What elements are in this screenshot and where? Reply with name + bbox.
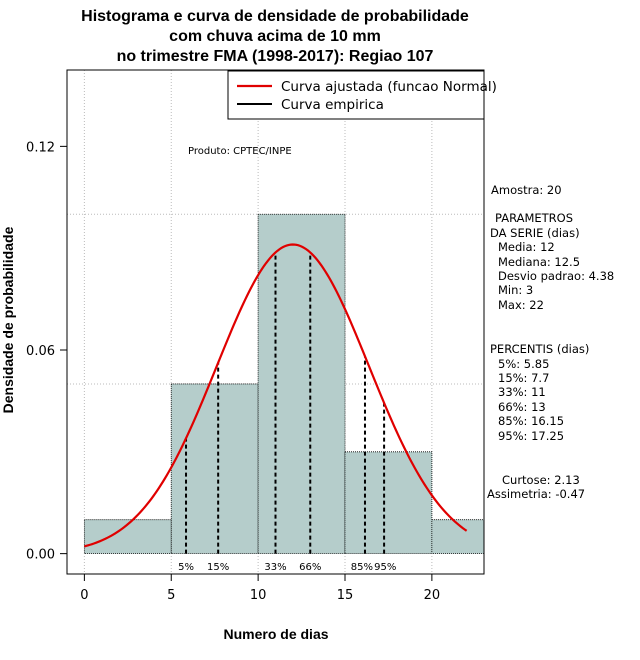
- x-tick-label-5: 5: [167, 588, 175, 603]
- stat-max: Max: 22: [498, 298, 544, 312]
- percentile-label-3: 66%: [299, 562, 321, 573]
- y-tick-label-0: 0.00: [26, 548, 55, 563]
- stat-media: Media: 12: [498, 240, 555, 254]
- chart-title-line-1: Histograma e curva de densidade de proba…: [81, 8, 469, 25]
- stat-assimetria: Assimetria: -0.47: [487, 487, 585, 501]
- percentile-label-5: 95%: [374, 562, 396, 573]
- x-tick-label-20: 20: [424, 588, 441, 603]
- y-axis-label: Densidade de probabilidade: [0, 226, 16, 413]
- legend-label-empirical: Curva empirica: [281, 97, 384, 113]
- stat-param-title-1: PARAMETROS: [495, 211, 573, 225]
- x-tick-label-15: 15: [337, 588, 354, 603]
- stat-p33: 33%: 11: [498, 385, 546, 399]
- stat-amostra: Amostra: 20: [491, 183, 562, 197]
- x-tick-label-10: 10: [250, 588, 267, 603]
- legend-box: [227, 70, 485, 120]
- y-tick-label-1: 0.06: [26, 344, 55, 359]
- stat-p66: 66%: 13: [498, 400, 546, 414]
- stat-desvio: Desvio padrao: 4.38: [498, 269, 614, 283]
- x-tick-label-0: 0: [80, 588, 88, 603]
- stat-p15: 15%: 7.7: [498, 371, 549, 385]
- percentile-lines-layer: [185, 252, 386, 554]
- histogram-bar-3: [344, 451, 433, 555]
- stat-p85: 85%: 16.15: [498, 414, 564, 428]
- stat-min: Min: 3: [498, 283, 533, 297]
- legend-label-normal: Curva ajustada (funcao Normal): [281, 79, 497, 95]
- percentile-label-1: 15%: [207, 562, 229, 573]
- normal-curve: [84, 243, 468, 548]
- y-tick-label-2: 0.12: [26, 140, 55, 155]
- stat-mediana: Mediana: 12.5: [498, 255, 580, 269]
- legend: Curva ajustada (funcao Normal) Curva emp…: [227, 70, 497, 120]
- histogram-bar-2: [257, 213, 346, 555]
- histogram-bar-1: [170, 383, 259, 555]
- product-annotation: Produto: CPTEC/INPE: [188, 146, 292, 157]
- chart-title-line-2: com chuva acima de 10 mm: [169, 28, 381, 45]
- percentile-label-2: 33%: [264, 562, 286, 573]
- percentile-labels-layer: 5% 15% 33% 66% 85% 95%: [178, 562, 396, 573]
- axes-layer: 0 5 10 15 20 0.00 0.06 0.12: [26, 140, 440, 603]
- percentile-label-0: 5%: [178, 562, 194, 573]
- chart-title-line-3: no trimestre FMA (1998-2017): Regiao 107: [117, 48, 434, 65]
- stat-p5: 5%: 5.85: [498, 357, 549, 371]
- stat-param-title-2: DA SERIE (dias): [490, 226, 580, 240]
- x-axis-label: Numero de dias: [223, 626, 328, 642]
- stat-percentis-title: PERCENTIS (dias): [490, 342, 589, 356]
- plot-frame: [66, 69, 485, 575]
- statistics-panel: Amostra: 20 PARAMETROS DA SERIE (dias) M…: [487, 183, 614, 501]
- stat-p95: 95%: 17.25: [498, 429, 564, 443]
- curve-layer: [84, 243, 468, 548]
- stat-curtose: Curtose: 2.13: [502, 473, 580, 487]
- percentile-label-4: 85%: [351, 562, 373, 573]
